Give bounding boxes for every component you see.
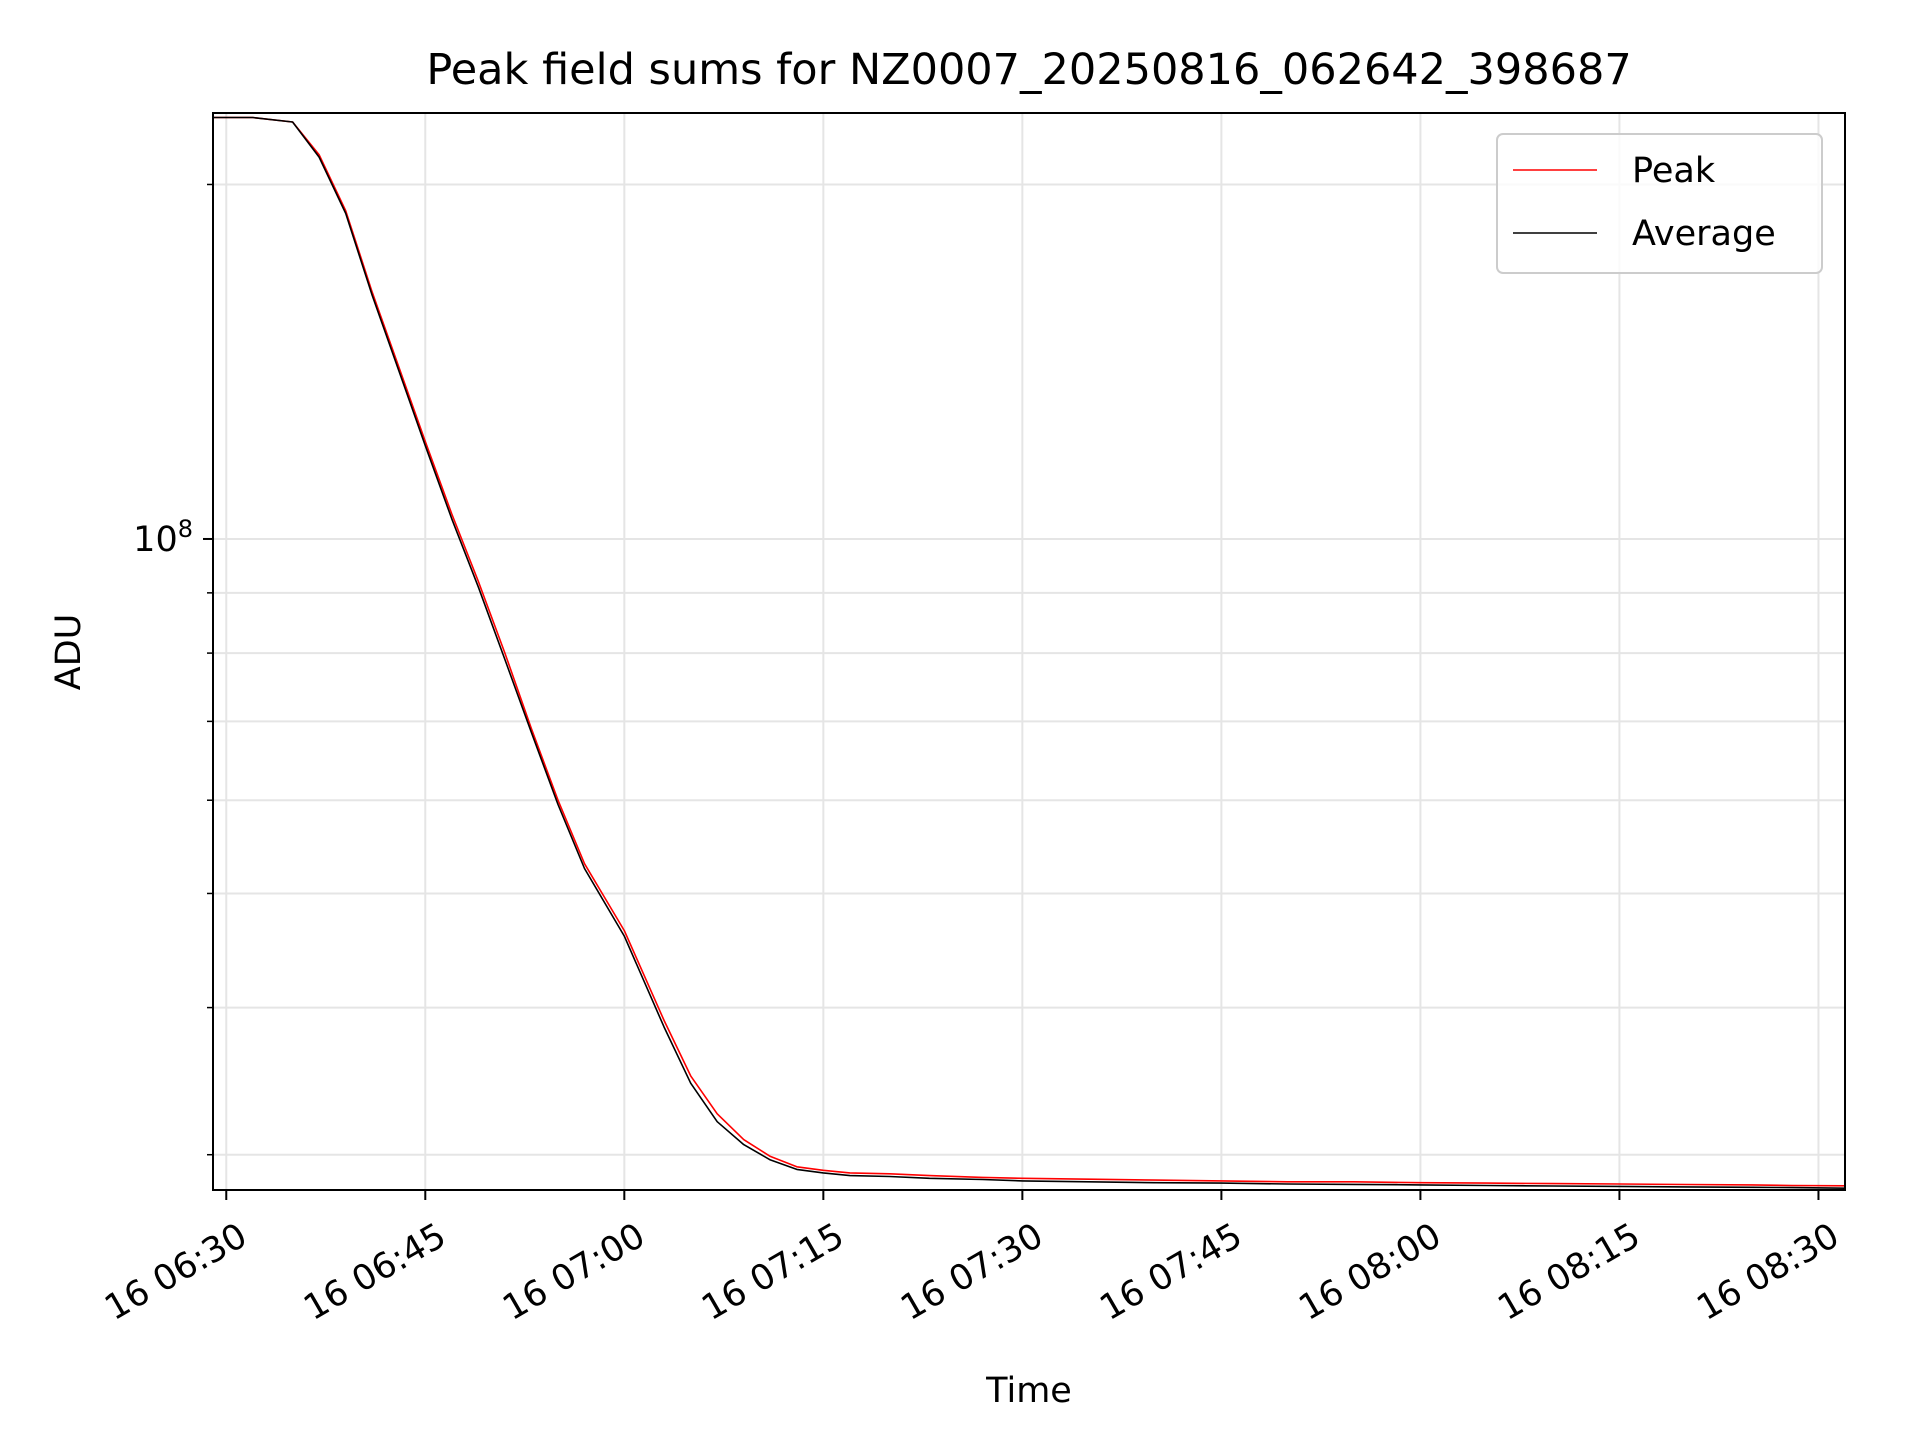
grid-layer — [213, 113, 1845, 1190]
series-layer — [213, 116, 1846, 1189]
legend-box — [1496, 133, 1823, 274]
legend-label-average: Average — [1632, 214, 1776, 254]
legend-label-peak: Peak — [1632, 151, 1716, 191]
y-axis-label: ADU — [49, 614, 89, 691]
series-line-average — [213, 116, 1846, 1189]
y-tick-label: 108 — [133, 515, 193, 560]
legend: Peak Average — [1496, 133, 1823, 274]
plot-frame — [212, 112, 1846, 1191]
chart-title: Peak field sums for NZ0007_20250816_0626… — [426, 45, 1631, 95]
series-line-peak — [213, 116, 1846, 1187]
x-axis-label: Time — [985, 1371, 1072, 1411]
y-axis: 108 — [133, 183, 213, 1156]
